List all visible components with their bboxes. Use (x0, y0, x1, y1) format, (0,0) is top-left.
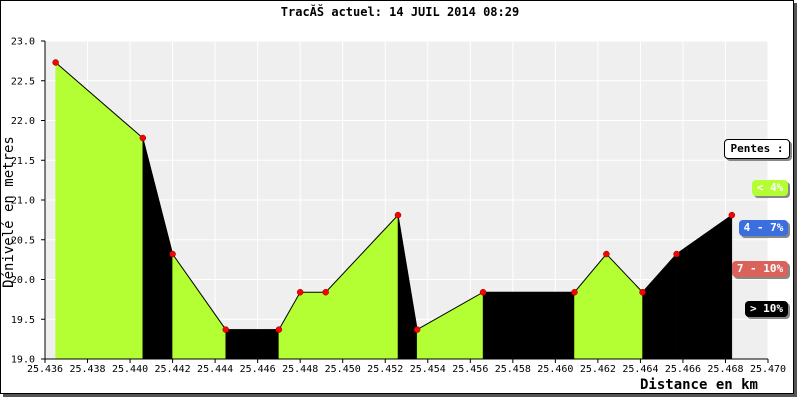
chart-title: TracĂŠ actuel: 14 JUIL 2014 08:29 (280, 5, 520, 19)
data-point (222, 326, 229, 333)
data-point (413, 326, 421, 333)
data-point (479, 288, 487, 296)
x-tick-label: 25.464 (622, 364, 658, 375)
x-tick-label: 25.462 (580, 364, 616, 375)
legend-item-under-4: < 4% (752, 180, 788, 196)
x-tick-label: 25.468 (707, 364, 743, 375)
data-point (169, 250, 176, 258)
x-tick-label: 25.438 (69, 364, 105, 375)
slope-segment (482, 291, 575, 360)
x-tick-labels: 25.436 25.438 25.440 25.442 25.444 25.446 25.4… (27, 364, 786, 375)
x-tick-label: 25.436 (27, 364, 63, 375)
x-tick-label: 25.444 (197, 364, 233, 375)
y-tick-label: 20.0 (11, 275, 35, 286)
y-tick-label: 19.0 (11, 355, 35, 366)
y-tick-labels: 19.0 19.5 20.0 20.5 21.0 21.5 22.0 22.5 23.0 (11, 37, 35, 366)
data-point (139, 134, 147, 142)
profile-areas (55, 61, 733, 360)
x-tick-label: 25.456 (452, 364, 488, 375)
y-tick-label: 22.5 (11, 76, 35, 87)
x-tick-label: 25.454 (410, 364, 446, 375)
data-point (52, 59, 59, 66)
x-tick-label: 25.446 (240, 364, 276, 375)
legend-title: Pentes : (724, 139, 790, 159)
data-point (275, 326, 283, 333)
data-point (673, 250, 680, 258)
x-tick-label: 25.448 (282, 364, 318, 375)
x-axis-label: Distance en km (639, 377, 758, 393)
y-tick-label: 23.0 (11, 37, 35, 48)
data-point (603, 250, 610, 258)
data-point (728, 211, 736, 219)
legend-item-4-7: 4 - 7% (739, 220, 788, 236)
y-tick-label: 21.5 (11, 156, 35, 167)
y-tick-label: 19.5 (11, 315, 35, 326)
x-tick-label: 25.442 (155, 364, 191, 375)
legend-item-7-10: 7 - 10% (732, 261, 788, 277)
slope-segment (225, 329, 280, 360)
data-point (394, 211, 402, 219)
slope-segment (299, 291, 326, 360)
x-tick-label: 25.458 (495, 364, 531, 375)
x-tick-label: 25.450 (325, 364, 361, 375)
data-point (296, 288, 304, 296)
x-tick-label: 25.460 (537, 364, 573, 375)
data-point (639, 288, 646, 296)
data-point (322, 288, 329, 296)
y-tick-label: 20.5 (11, 235, 35, 246)
data-point (571, 288, 578, 296)
x-tick-label: 25.452 (367, 364, 403, 375)
x-tick-label: 25.466 (665, 364, 701, 375)
profile-points (52, 59, 736, 333)
legend-item-over-10: > 10% (745, 301, 788, 317)
x-tick-label: 25.440 (112, 364, 148, 375)
y-tick-label: 22.0 (11, 116, 35, 127)
y-axis-label: Dénivelé en metres (1, 136, 17, 288)
y-tick-label: 21.0 (11, 196, 35, 207)
x-tick-label: 25.470 (750, 364, 786, 375)
axes (41, 40, 769, 363)
